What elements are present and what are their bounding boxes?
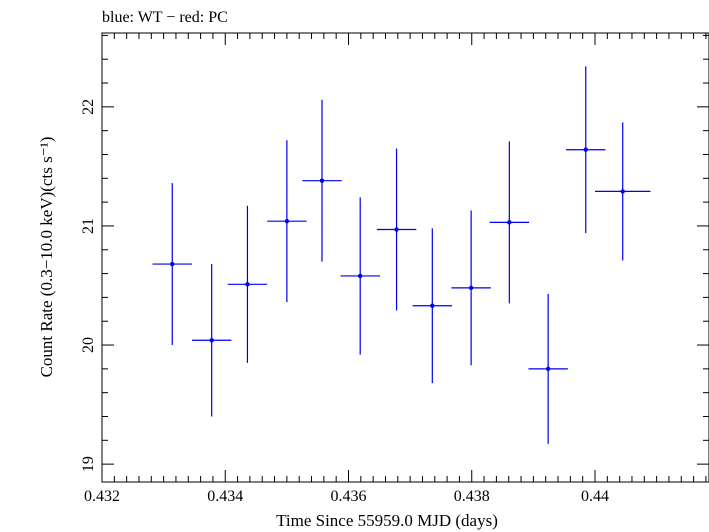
data-point: [394, 227, 399, 232]
data-point: [245, 282, 250, 287]
data-point: [545, 366, 551, 372]
x-tick-label: 0.438: [454, 488, 490, 505]
data-point: [430, 303, 435, 308]
x-tick-label: 0.436: [330, 488, 366, 505]
x-tick-label: 0.434: [207, 488, 243, 505]
x-tick-label: 0.44: [581, 488, 609, 505]
data-point: [620, 189, 625, 194]
y-tick-label: 21: [80, 218, 97, 234]
data-point: [583, 147, 588, 152]
data-point: [358, 273, 363, 279]
y-axis-label: Count Rate (0.3−10.0 keV)(cts s⁻¹): [37, 137, 56, 378]
data-point: [170, 261, 175, 267]
plot-frame: [101, 32, 709, 483]
y-tick-label: 19: [80, 456, 97, 472]
x-axis-label: Time Since 55959.0 MJD (days): [276, 511, 498, 530]
data-series: [152, 66, 651, 444]
axis-ticks: 0.432 0.434 0.436 0.438 0.44 19 20 21 22: [80, 33, 709, 505]
data-point: [468, 285, 474, 291]
data-point: [284, 218, 290, 224]
data-point: [209, 338, 214, 343]
y-tick-label: 20: [80, 337, 97, 353]
chart-header: blue: WT − red: PC: [102, 9, 228, 26]
data-point: [319, 178, 325, 183]
data-point: [507, 220, 512, 225]
y-tick-label: 22: [80, 99, 97, 115]
x-tick-label: 0.432: [84, 488, 120, 505]
